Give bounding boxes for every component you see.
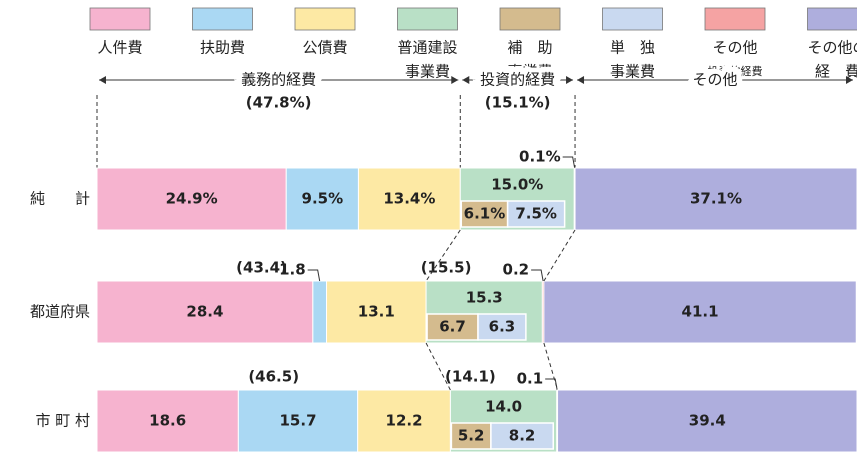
group-value: (46.5) [248,368,299,386]
legend-label: 経 費 [815,63,857,81]
row-label: 市 町 村 [35,412,90,430]
bar-segment [574,167,857,231]
legend-label: 普通建設 [397,39,457,57]
value-label: 8.2 [509,427,536,445]
bar-segment [96,389,239,453]
legend-label: 人件費 [97,39,142,57]
arrow-head [99,76,106,84]
value-label: 15.0% [491,176,543,194]
value-label: 6.3 [489,318,516,336]
bar-segment [96,167,287,231]
bar-segment [557,389,857,453]
legend-label: 補 助 [507,39,552,57]
connector [543,229,576,282]
legend-label: 投資的経費 [708,64,763,78]
value-label: 41.1 [682,303,719,321]
arrow-head [577,76,585,84]
legend-swatch [192,7,253,31]
row-label: 都道府県 [30,303,90,321]
group-name: 投資的経費 [480,71,555,89]
arrow-head [846,76,853,84]
legend-swatch [704,7,766,31]
legend-label: 事業費 [507,63,552,81]
group-name: 義務的経費 [241,71,316,89]
bar-segment [285,167,359,231]
group-value: (43.4) [236,259,287,277]
value-label: 28.4 [186,303,223,321]
arrow-head [462,76,470,84]
value-label: 37.1% [690,190,742,208]
group-value: (47.8%) [246,94,312,112]
legend-swatch [807,7,857,31]
value-label: 9.5% [302,190,344,208]
bar-subsegment [460,200,509,228]
legend-label: 単 独 [610,39,655,57]
connector [543,342,559,391]
bar-subsegment [506,200,566,228]
value-label: 13.4% [383,190,435,208]
legend-label: 公債費 [302,39,347,57]
value-label: 18.6 [149,412,186,430]
value-label: 14.0 [485,398,522,416]
legend-label: その他の [807,39,857,57]
row-label: 純 計 [30,190,90,208]
legend-swatch [499,7,561,31]
bar-segment [357,389,451,453]
value-label: 6.7 [439,318,466,336]
value-label: 7.5% [515,205,557,223]
pointer [531,269,544,282]
value-label: 0.2 [503,261,530,279]
bar-segment [543,280,857,344]
legend-label: 事業費 [610,63,655,81]
legend-swatch [294,7,356,31]
bar-segment [96,280,314,344]
value-label: 15.3 [466,289,503,307]
group-value: (14.1) [445,368,496,386]
legend-swatch [602,7,663,31]
value-label: 1.8 [279,261,306,279]
bar-subsegment [450,422,492,450]
value-label: 39.4 [689,412,726,430]
group-name: その他 [693,71,738,89]
group-value: (15.1%) [485,94,551,112]
legend-label: その他 [712,39,757,57]
bar-subsegment [426,313,479,341]
connector [425,342,451,391]
value-label: 13.1 [358,303,395,321]
value-label: 12.2 [386,412,423,430]
pointer [307,269,321,282]
connector [425,229,461,282]
bar-segment [326,280,427,344]
value-label: 5.2 [458,427,485,445]
value-label: 15.7 [280,412,317,430]
bar-subsegment [477,313,527,341]
arrow-head [451,76,459,84]
legend-label: 事業費 [405,63,450,81]
bar-segment [237,389,359,453]
legend-label: 扶助費 [200,39,245,57]
pointer [545,378,558,391]
legend-swatch [89,7,151,31]
value-label: 24.9% [166,190,218,208]
value-label: 6.1% [464,205,506,223]
value-label: 0.1 [517,370,544,388]
arrow-head [566,76,574,84]
legend-swatch [397,7,458,31]
bar-segment [357,167,461,231]
bar-segment [312,280,328,344]
pointer [562,156,576,169]
group-value: (15.5) [421,259,472,277]
bar-subsegment [490,422,554,450]
value-label: 0.1% [519,148,561,166]
